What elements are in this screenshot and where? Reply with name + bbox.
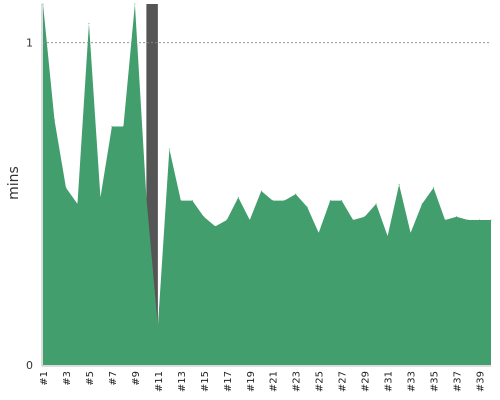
x-tick-label: #7 <box>108 371 119 386</box>
data-point <box>283 200 285 202</box>
x-tick-label: #37 <box>453 371 464 392</box>
x-tick-label: #17 <box>223 371 234 392</box>
data-point <box>410 232 412 234</box>
data-point <box>352 219 354 221</box>
data-point <box>318 232 320 234</box>
data-point <box>456 216 458 218</box>
x-tick-label: #11 <box>154 371 165 392</box>
plot-area <box>42 3 492 365</box>
x-tick-label: #15 <box>200 371 211 392</box>
x-tick-label: #9 <box>131 371 142 386</box>
data-point <box>387 235 389 237</box>
x-tick-label: #21 <box>269 371 280 392</box>
data-point <box>42 3 44 5</box>
x-tick-label: #29 <box>361 371 372 392</box>
area-series <box>43 4 491 365</box>
data-point <box>65 187 67 189</box>
x-tick-label: #33 <box>407 371 418 392</box>
x-tick-label: #3 <box>62 371 73 386</box>
data-point <box>467 219 469 221</box>
x-tick-label: #27 <box>338 371 349 392</box>
data-point <box>490 219 492 221</box>
data-point <box>444 219 446 221</box>
data-point <box>375 203 377 205</box>
x-tick-label: #39 <box>476 371 487 392</box>
data-point <box>306 206 308 208</box>
data-point <box>191 200 193 202</box>
x-tick-label: #19 <box>246 371 257 392</box>
x-tick-label: #1 <box>39 371 50 386</box>
x-tick-label: #25 <box>315 371 326 392</box>
data-point <box>122 125 124 127</box>
data-point <box>433 187 435 189</box>
data-point <box>226 219 228 221</box>
data-point <box>134 3 136 5</box>
data-point <box>203 216 205 218</box>
data-point <box>398 184 400 185</box>
x-tick-label: #23 <box>292 371 303 392</box>
x-tick-label: #5 <box>85 371 96 386</box>
data-point <box>329 200 331 202</box>
x-tick-label: #35 <box>430 371 441 392</box>
data-point <box>260 190 262 192</box>
data-point <box>145 196 147 198</box>
data-point <box>479 219 481 221</box>
data-point <box>249 219 251 221</box>
data-point <box>111 125 113 127</box>
data-point <box>364 216 366 218</box>
data-point <box>421 203 423 205</box>
data-point <box>272 200 274 202</box>
y-tick-label: 0 <box>26 359 33 372</box>
highlight-band <box>146 4 158 365</box>
data-point <box>76 203 78 205</box>
data-point <box>237 196 239 198</box>
data-point <box>88 22 90 24</box>
x-tick-label: #13 <box>177 371 188 392</box>
data-point <box>180 200 182 202</box>
data-point <box>341 200 343 202</box>
data-point <box>214 225 216 227</box>
data-point <box>157 325 159 327</box>
y-tick-label: 1 <box>26 37 33 50</box>
data-point <box>168 148 170 150</box>
data-point <box>99 196 101 198</box>
axes: 0 1 #1 #3 #5 #7 #9 #11 #13 #15 #17 #19 #21 #23 #25 #27 #… <box>26 4 491 392</box>
data-point <box>53 119 55 121</box>
y-axis-title: mins <box>6 166 22 200</box>
data-point <box>295 193 297 195</box>
x-tick-label: #31 <box>384 371 395 392</box>
